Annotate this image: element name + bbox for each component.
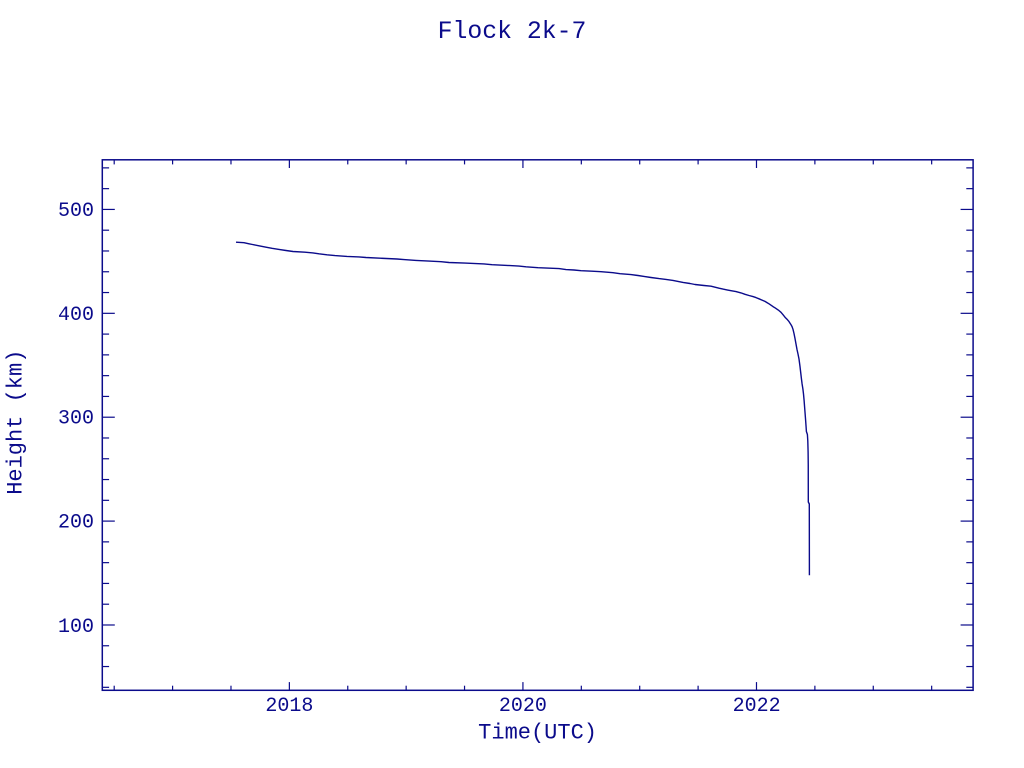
svg-text:2022: 2022 bbox=[733, 695, 781, 718]
svg-text:500: 500 bbox=[58, 200, 94, 223]
svg-text:2018: 2018 bbox=[265, 695, 313, 718]
svg-text:200: 200 bbox=[58, 512, 94, 535]
svg-text:2020: 2020 bbox=[499, 695, 547, 718]
svg-text:Height (km): Height (km) bbox=[4, 350, 29, 495]
svg-text:Flock 2k-7: Flock 2k-7 bbox=[438, 18, 587, 46]
svg-text:400: 400 bbox=[58, 304, 94, 327]
svg-text:100: 100 bbox=[58, 616, 94, 639]
svg-text:Time(UTC): Time(UTC) bbox=[478, 721, 597, 746]
svg-text:300: 300 bbox=[58, 408, 94, 431]
